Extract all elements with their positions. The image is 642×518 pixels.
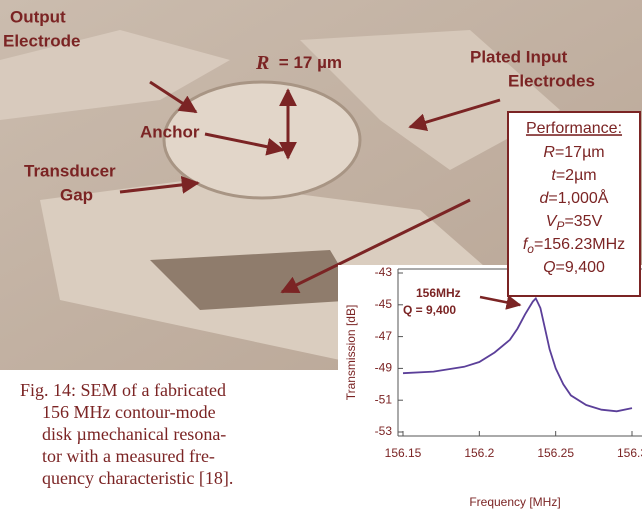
x-tick-label: 156.2: [464, 446, 494, 460]
value: =1,000Å: [548, 188, 608, 207]
symbol: Q: [543, 259, 555, 276]
label: Plated Input: [470, 47, 568, 66]
performance-row: fo=156.23MHz: [523, 236, 625, 256]
performance-title: Performance:: [526, 120, 622, 137]
performance-box: Performance: R=17µm t=2µm d=1,000Å VP=35V fo…: [508, 112, 640, 296]
label: Electrode: [3, 31, 80, 50]
y-tick-label: -43: [375, 265, 393, 279]
radius-value: = 17 µm: [279, 53, 342, 72]
performance-row: VP=35V: [546, 213, 603, 233]
value: =35V: [564, 213, 602, 230]
caption-line: quency characteristic [18].: [42, 468, 233, 488]
value: =156.23MHz: [534, 236, 625, 253]
performance-row: R=17µm: [543, 144, 604, 161]
x-axis-label: Frequency [MHz]: [469, 495, 560, 509]
caption-line: tor with a measured fre-: [42, 446, 215, 466]
caption-line: 156 MHz contour-mode: [42, 402, 216, 422]
value: =9,400: [556, 259, 605, 276]
label: Output: [10, 7, 66, 26]
y-tick-label: -45: [375, 297, 393, 311]
x-tick-label: 156.3: [617, 446, 642, 460]
annotation: 156MHz: [416, 286, 461, 300]
y-tick-label: -53: [375, 424, 393, 438]
label: R = 17 µm: [255, 52, 342, 74]
performance-row: d=1,000Å: [540, 188, 609, 207]
caption-line: disk µmechanical resona-: [42, 424, 226, 444]
label: Anchor: [140, 122, 200, 141]
y-tick-label: -47: [375, 329, 393, 343]
x-tick-label: 156.15: [385, 446, 422, 460]
y-tick-label: -49: [375, 361, 393, 375]
chart: -43 -45 -47 -49 -51 -53 156.15 156.2 156.25 156.3…: [338, 265, 642, 513]
label: Transducer: [24, 161, 116, 180]
performance-row: Q=9,400: [543, 259, 605, 276]
subscript: P: [556, 219, 564, 233]
performance-row: t=2µm: [551, 167, 596, 184]
y-axis-label: Transmission [dB]: [344, 305, 358, 401]
symbol: R: [543, 144, 555, 161]
annotation: Q = 9,400: [403, 303, 456, 317]
radius-symbol: R: [255, 52, 269, 74]
label: Electrodes: [508, 71, 595, 90]
caption-line: Fig. 14: SEM of a fabricated: [20, 380, 226, 400]
label: Gap: [60, 185, 93, 204]
x-tick-label: 156.25: [537, 446, 574, 460]
value: =2µm: [556, 167, 597, 184]
figure: Output Electrode R = 17 µm Plated Input …: [0, 0, 642, 513]
y-tick-label: -51: [375, 392, 393, 406]
value: =17µm: [555, 144, 605, 161]
